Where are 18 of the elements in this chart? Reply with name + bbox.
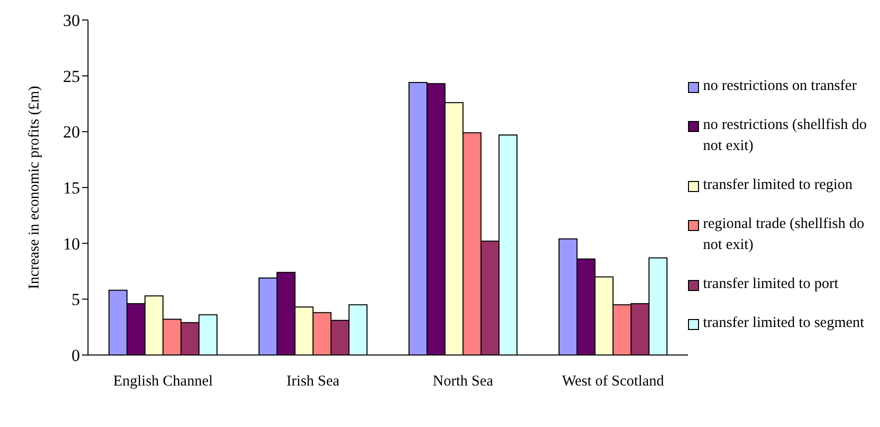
legend-label: transfer limited to port bbox=[703, 275, 838, 294]
y-tick-label: 30 bbox=[63, 11, 80, 30]
x-tick-label: English Channel bbox=[113, 374, 213, 390]
legend-label: transfer limited to region bbox=[703, 176, 853, 195]
y-tick-label: 5 bbox=[72, 290, 80, 310]
legend-label: regional trade (shellfish do not exit) bbox=[703, 215, 866, 255]
y-tick-label: 0 bbox=[72, 346, 80, 366]
x-tick-label: Irish Sea bbox=[286, 374, 340, 390]
legend-label: no restrictions on transfer bbox=[703, 77, 857, 96]
y-tick-label: 20 bbox=[63, 122, 80, 142]
y-axis-title: Increase in economic profits (£m) bbox=[26, 86, 42, 290]
x-tick-label: West of Scotland bbox=[562, 374, 665, 390]
y-tick-label: 15 bbox=[63, 178, 80, 198]
legend-label: no restrictions (shellfish do not exit) bbox=[703, 116, 868, 156]
legend-label: transfer limited to segment bbox=[703, 314, 864, 333]
x-tick-label: North Sea bbox=[432, 374, 494, 390]
y-tick-label: 25 bbox=[63, 66, 80, 86]
y-tick-label: 10 bbox=[63, 234, 80, 254]
